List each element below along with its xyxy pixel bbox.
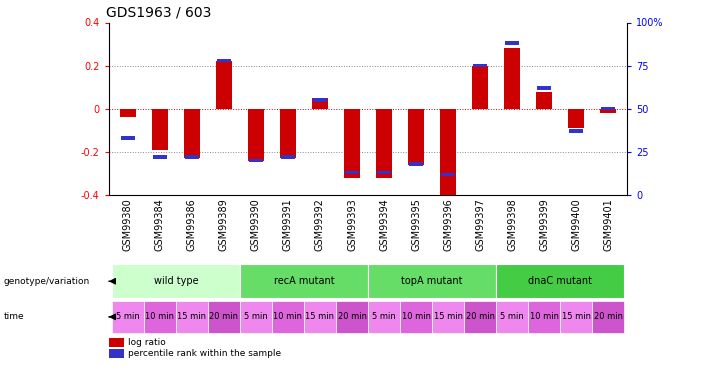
Bar bbox=[217, 59, 231, 62]
Bar bbox=[592, 301, 624, 333]
Bar bbox=[280, 109, 296, 158]
Bar bbox=[496, 301, 528, 333]
Text: log ratio: log ratio bbox=[128, 338, 165, 347]
Text: 5 min: 5 min bbox=[501, 312, 524, 321]
Bar bbox=[120, 109, 136, 117]
Bar bbox=[153, 155, 167, 159]
Bar bbox=[560, 301, 592, 333]
Text: wild type: wild type bbox=[154, 276, 198, 285]
Bar bbox=[304, 301, 336, 333]
Text: 5 min: 5 min bbox=[372, 312, 396, 321]
Text: 10 min: 10 min bbox=[273, 312, 302, 321]
Bar bbox=[248, 109, 264, 160]
Bar bbox=[464, 301, 496, 333]
Bar bbox=[538, 86, 551, 90]
Bar bbox=[473, 64, 487, 68]
Bar bbox=[601, 107, 615, 111]
Bar bbox=[152, 109, 168, 150]
Bar bbox=[336, 301, 368, 333]
Text: GDS1963 / 603: GDS1963 / 603 bbox=[106, 6, 212, 20]
Bar bbox=[281, 155, 295, 159]
Bar bbox=[312, 98, 328, 109]
Bar bbox=[344, 109, 360, 178]
Text: 10 min: 10 min bbox=[145, 312, 175, 321]
Text: 20 min: 20 min bbox=[337, 312, 367, 321]
Text: percentile rank within the sample: percentile rank within the sample bbox=[128, 349, 280, 358]
Text: topA mutant: topA mutant bbox=[401, 276, 463, 285]
Bar bbox=[345, 171, 359, 174]
Text: 15 min: 15 min bbox=[177, 312, 206, 321]
Bar bbox=[121, 136, 135, 140]
Bar bbox=[376, 109, 392, 178]
Bar bbox=[569, 129, 583, 133]
Bar bbox=[216, 61, 232, 109]
Bar bbox=[313, 98, 327, 102]
Bar bbox=[536, 92, 552, 109]
Text: 10 min: 10 min bbox=[530, 312, 559, 321]
Bar bbox=[272, 301, 304, 333]
Bar bbox=[496, 264, 624, 298]
Bar bbox=[208, 301, 240, 333]
Bar bbox=[112, 264, 240, 298]
Bar bbox=[176, 301, 208, 333]
Bar bbox=[400, 301, 432, 333]
Bar bbox=[240, 264, 368, 298]
Bar bbox=[184, 109, 200, 158]
Text: dnaC mutant: dnaC mutant bbox=[528, 276, 592, 285]
Bar bbox=[440, 109, 456, 195]
Bar bbox=[409, 162, 423, 166]
Bar bbox=[112, 301, 144, 333]
Text: 5 min: 5 min bbox=[116, 312, 139, 321]
Bar bbox=[185, 155, 198, 159]
Bar bbox=[472, 66, 488, 109]
Bar bbox=[377, 171, 391, 174]
Text: 15 min: 15 min bbox=[306, 312, 334, 321]
Text: 5 min: 5 min bbox=[244, 312, 268, 321]
Bar bbox=[600, 109, 616, 113]
Text: 15 min: 15 min bbox=[434, 312, 463, 321]
Bar bbox=[568, 109, 584, 128]
Bar bbox=[505, 42, 519, 45]
Text: time: time bbox=[4, 312, 24, 321]
Text: genotype/variation: genotype/variation bbox=[4, 277, 90, 286]
Text: 10 min: 10 min bbox=[402, 312, 430, 321]
Bar bbox=[504, 48, 520, 109]
Bar bbox=[249, 159, 263, 162]
Text: recA mutant: recA mutant bbox=[273, 276, 334, 285]
Bar bbox=[528, 301, 560, 333]
Bar bbox=[240, 301, 272, 333]
Text: 15 min: 15 min bbox=[562, 312, 591, 321]
Bar bbox=[441, 172, 455, 176]
Bar bbox=[368, 301, 400, 333]
Text: 20 min: 20 min bbox=[594, 312, 622, 321]
Bar bbox=[144, 301, 176, 333]
Text: 20 min: 20 min bbox=[210, 312, 238, 321]
Bar bbox=[432, 301, 464, 333]
Bar bbox=[368, 264, 496, 298]
Text: 20 min: 20 min bbox=[465, 312, 495, 321]
Bar bbox=[408, 109, 424, 165]
